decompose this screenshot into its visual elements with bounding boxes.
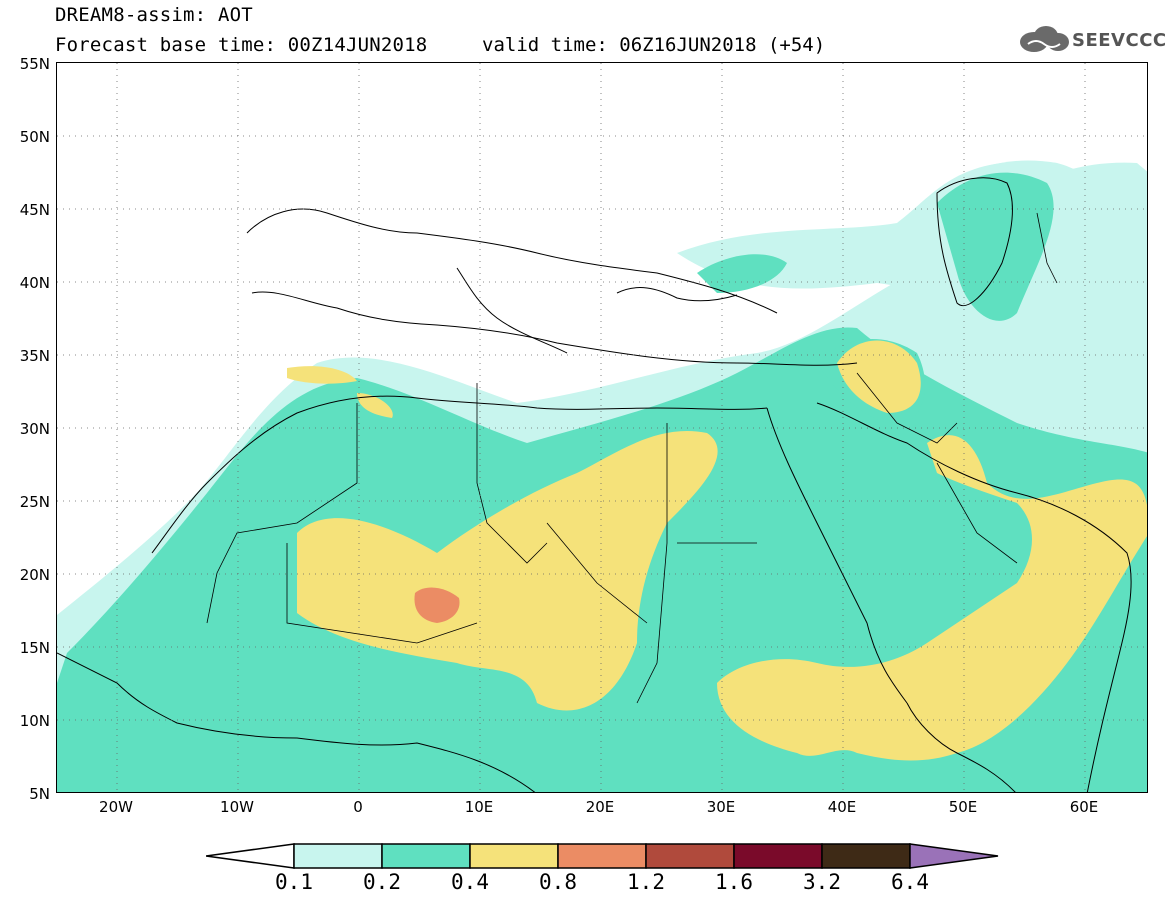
coastlines	[57, 177, 1132, 792]
lat-label: 10N	[19, 712, 50, 730]
colorbar-label: 0.2	[363, 870, 401, 894]
lat-label: 20N	[19, 566, 50, 584]
aot-map	[56, 62, 1148, 793]
colorbar-segment	[821, 843, 911, 869]
lon-label: 20E	[585, 798, 615, 816]
colorbar-label: 3.2	[803, 870, 841, 894]
lon-label: 0	[353, 798, 363, 816]
colorbar-segment	[733, 843, 823, 869]
colorbar-label: 6.4	[891, 870, 929, 894]
aot-colorbar	[206, 843, 999, 869]
lat-label: 30N	[19, 420, 50, 438]
colorbar-label: 0.8	[539, 870, 577, 894]
colorbar-label: 1.6	[715, 870, 753, 894]
lat-label: 40N	[19, 274, 50, 292]
colorbar-label: 1.2	[627, 870, 665, 894]
lon-label: 20W	[99, 798, 133, 816]
lat-label: 15N	[19, 639, 50, 657]
aot-layer-0-8	[414, 587, 460, 623]
colorbar-segment	[469, 843, 559, 869]
colorbar-label: 0.1	[275, 870, 313, 894]
colorbar-segment	[293, 843, 383, 869]
lat-label: 35N	[19, 347, 50, 365]
colorbar-segment	[557, 843, 647, 869]
colorbar-segment	[381, 843, 471, 869]
lon-label: 50E	[948, 798, 978, 816]
lon-label: 10E	[464, 798, 494, 816]
lon-label: 10W	[220, 798, 254, 816]
valid-time: valid time: 06Z16JUN2018 (+54)	[482, 34, 826, 56]
logo-text: SEEVCCC	[1072, 30, 1165, 51]
cloud-icon	[1020, 26, 1069, 52]
lon-label: 40E	[827, 798, 857, 816]
lat-label: 45N	[19, 201, 50, 219]
aot-map-canvas	[57, 63, 1147, 792]
forecast-base-time: Forecast base time: 00Z14JUN2018	[55, 34, 428, 56]
colorbar-segment	[909, 843, 999, 869]
lat-label: 25N	[19, 493, 50, 511]
lat-label: 50N	[19, 128, 50, 146]
graticule	[57, 63, 1147, 792]
colorbar-segment	[645, 843, 735, 869]
map-title: DREAM8-assim: AOT	[55, 4, 253, 26]
lon-label: 60E	[1069, 798, 1099, 816]
colorbar-label: 0.4	[451, 870, 489, 894]
seevccc-logo	[1020, 26, 1069, 52]
colorbar-segment	[206, 843, 295, 869]
lat-label: 5N	[29, 785, 50, 803]
lat-label: 55N	[19, 55, 50, 73]
country-borders	[206, 212, 1058, 704]
lon-label: 30E	[706, 798, 736, 816]
